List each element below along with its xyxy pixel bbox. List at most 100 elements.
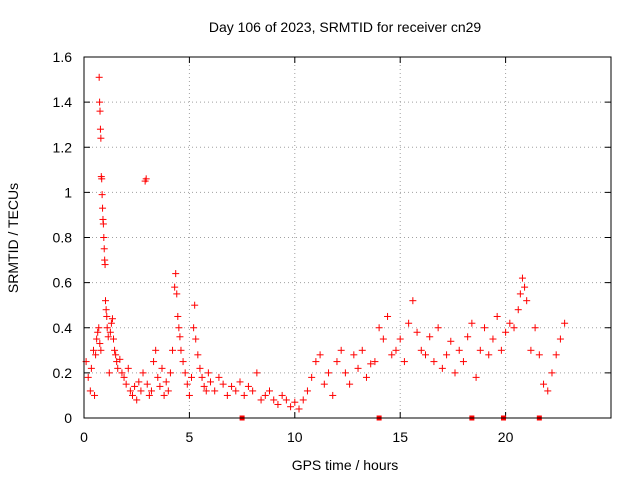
y-tick-labels: 0 0.2 0.4 0.6 0.8 1 1.2 1.4 1.6 bbox=[53, 49, 73, 426]
data-point bbox=[100, 245, 108, 253]
data-point bbox=[92, 351, 100, 359]
y-tick-label: 1.6 bbox=[53, 49, 73, 65]
data-point bbox=[375, 324, 383, 332]
data-point bbox=[434, 324, 442, 332]
data-point bbox=[99, 220, 107, 228]
data-point bbox=[333, 358, 341, 366]
axis-ticks bbox=[83, 56, 611, 419]
data-point bbox=[143, 380, 151, 388]
data-point bbox=[396, 335, 404, 343]
data-point bbox=[516, 290, 524, 298]
data-point bbox=[105, 369, 113, 377]
data-point bbox=[108, 315, 116, 323]
data-point bbox=[211, 387, 219, 395]
data-point bbox=[95, 324, 103, 332]
data-point bbox=[556, 335, 564, 343]
data-point bbox=[188, 373, 196, 381]
data-point bbox=[97, 134, 105, 142]
data-point bbox=[540, 380, 548, 388]
data-point bbox=[430, 358, 438, 366]
data-point bbox=[102, 306, 110, 314]
data-point bbox=[514, 306, 522, 314]
data-point bbox=[443, 351, 451, 359]
x-tick-label: 15 bbox=[392, 429, 408, 445]
data-point bbox=[106, 328, 114, 336]
data-point bbox=[191, 301, 199, 309]
data-point bbox=[175, 324, 183, 332]
data-points bbox=[82, 73, 569, 413]
data-point bbox=[84, 373, 92, 381]
data-point bbox=[102, 297, 110, 305]
data-point bbox=[325, 369, 333, 377]
data-point bbox=[362, 373, 370, 381]
data-point bbox=[135, 378, 143, 386]
data-point bbox=[202, 387, 210, 395]
data-point bbox=[94, 328, 102, 336]
data-point bbox=[426, 333, 434, 341]
data-point bbox=[107, 319, 115, 327]
data-point bbox=[198, 373, 206, 381]
data-point bbox=[299, 396, 307, 404]
data-point bbox=[472, 373, 480, 381]
data-point bbox=[96, 107, 104, 115]
data-point bbox=[114, 364, 122, 372]
x-tick-label: 20 bbox=[498, 429, 514, 445]
data-point bbox=[295, 405, 303, 413]
data-point bbox=[204, 369, 212, 377]
data-point bbox=[99, 204, 107, 212]
data-point bbox=[506, 319, 514, 327]
data-point bbox=[493, 312, 501, 320]
data-point bbox=[523, 297, 531, 305]
data-point bbox=[476, 346, 484, 354]
data-point bbox=[527, 346, 535, 354]
y-tick-label: 1.4 bbox=[53, 94, 73, 110]
data-point bbox=[122, 380, 130, 388]
data-point bbox=[232, 387, 240, 395]
data-point bbox=[181, 369, 189, 377]
data-point bbox=[346, 380, 354, 388]
data-point bbox=[147, 387, 155, 395]
data-point bbox=[261, 391, 269, 399]
data-point bbox=[101, 261, 109, 269]
data-point bbox=[341, 369, 349, 377]
data-point bbox=[257, 396, 265, 404]
data-point bbox=[95, 73, 103, 81]
data-point bbox=[87, 364, 95, 372]
data-point bbox=[371, 358, 379, 366]
data-point bbox=[354, 364, 362, 372]
y-tick-label: 0.6 bbox=[53, 275, 73, 291]
data-point bbox=[139, 369, 147, 377]
data-point bbox=[303, 387, 311, 395]
data-point bbox=[240, 391, 248, 399]
data-point bbox=[468, 319, 476, 327]
data-point bbox=[120, 373, 128, 381]
data-point bbox=[548, 369, 556, 377]
data-point bbox=[388, 351, 396, 359]
data-point bbox=[93, 335, 101, 343]
data-point bbox=[131, 382, 139, 390]
data-point bbox=[421, 351, 429, 359]
data-point bbox=[392, 346, 400, 354]
x-tick-label: 0 bbox=[80, 429, 88, 445]
data-point bbox=[266, 387, 274, 395]
data-point bbox=[190, 324, 198, 332]
data-point bbox=[158, 364, 166, 372]
data-point bbox=[320, 380, 328, 388]
data-point bbox=[86, 387, 94, 395]
data-point bbox=[164, 387, 172, 395]
data-point bbox=[223, 391, 231, 399]
data-point bbox=[192, 335, 200, 343]
x-axis-label: GPS time / hours bbox=[292, 457, 399, 473]
y-tick-label: 1 bbox=[64, 184, 72, 200]
data-point bbox=[249, 387, 257, 395]
data-point bbox=[103, 324, 111, 332]
data-point bbox=[417, 346, 425, 354]
data-point bbox=[215, 373, 223, 381]
data-point bbox=[152, 346, 160, 354]
data-point bbox=[166, 369, 174, 377]
data-point bbox=[544, 387, 552, 395]
data-point bbox=[111, 346, 119, 354]
data-point bbox=[455, 346, 463, 354]
